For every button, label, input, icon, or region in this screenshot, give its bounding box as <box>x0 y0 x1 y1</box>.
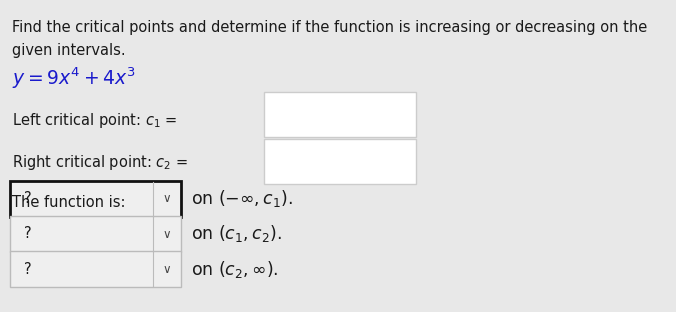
Text: ?: ? <box>24 262 32 277</box>
FancyBboxPatch shape <box>264 139 416 184</box>
Text: ∨: ∨ <box>163 192 171 205</box>
FancyBboxPatch shape <box>10 251 181 287</box>
Text: Left critical point: $c_1$ =: Left critical point: $c_1$ = <box>12 111 178 130</box>
Text: The function is:: The function is: <box>12 195 126 210</box>
Text: $y = 9x^4 + 4x^3$: $y = 9x^4 + 4x^3$ <box>12 66 136 91</box>
Text: Find the critical points and determine if the function is increasing or decreasi: Find the critical points and determine i… <box>12 20 648 35</box>
Text: Right critical point: $c_2$ =: Right critical point: $c_2$ = <box>12 153 188 172</box>
Text: ∨: ∨ <box>163 263 171 276</box>
Text: ∨: ∨ <box>163 227 171 241</box>
FancyBboxPatch shape <box>10 181 181 217</box>
Text: ?: ? <box>24 227 32 241</box>
Text: given intervals.: given intervals. <box>12 43 126 58</box>
Text: on $(c_1, c_2)$.: on $(c_1, c_2)$. <box>191 223 282 245</box>
Text: ?: ? <box>24 191 32 206</box>
Text: on $(c_2, \infty)$.: on $(c_2, \infty)$. <box>191 259 279 280</box>
Text: on $(-\infty, c_1)$.: on $(-\infty, c_1)$. <box>191 188 293 209</box>
FancyBboxPatch shape <box>10 216 181 252</box>
FancyBboxPatch shape <box>264 92 416 137</box>
